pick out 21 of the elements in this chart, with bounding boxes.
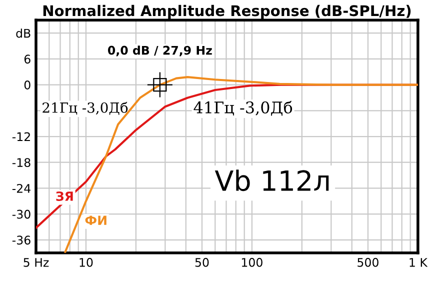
series-label: ФИ [85,216,106,225]
y-tick-label: -12 [12,132,30,141]
y-tick-label: 0 [24,80,30,90]
x-tick-label: 100 [242,258,262,267]
annotation: 41Гц -3,0Дб [194,100,292,116]
x-tick-label: 1 K [410,258,428,267]
y-tick-label: -36 [12,236,30,245]
x-tick-label: 500 [358,258,378,267]
chart-title: Normalized Amplitude Response (dB-SPL/Hz) [43,4,411,20]
x-tick-label: 50 [195,258,209,267]
y-tick-label: dB [16,28,30,38]
annotation: 21Гц -3,0Дб [42,102,128,115]
x-tick-label: 5 Hz [24,258,49,267]
series-label: ЗЯ [56,191,73,201]
y-tick-label: -30 [12,210,30,219]
annotation: Vb 112л [214,170,329,192]
y-tick-label: -18 [12,158,30,168]
y-tick-label: -24 [12,184,30,193]
y-tick-label: 6 [24,54,30,64]
annotation: 0,0 dB / 27,9 Hz [108,46,212,56]
x-tick-label: 10 [80,258,93,267]
